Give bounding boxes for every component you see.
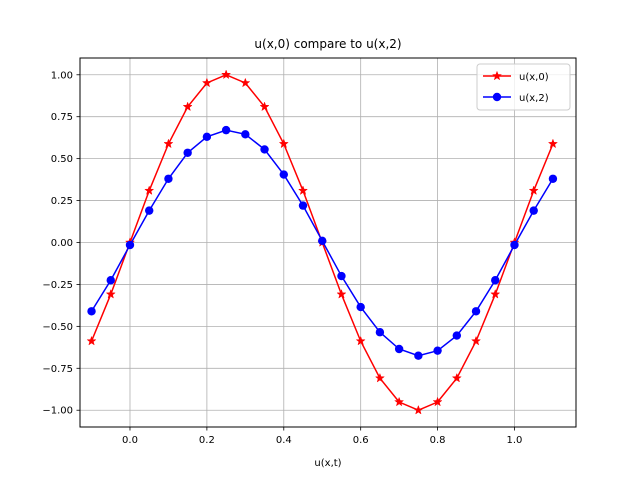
circle-marker [241, 130, 250, 139]
legend-marker [491, 70, 503, 81]
x-tick-label: 0.4 [276, 435, 292, 446]
chart-title: u(x,0) compare to u(x,2) [254, 37, 401, 51]
star-marker [336, 288, 347, 299]
star-marker [105, 289, 116, 299]
y-tick-label: 0.50 [51, 154, 73, 165]
x-tick-label: 0.6 [353, 435, 369, 446]
circle-marker [145, 206, 154, 215]
star-marker [374, 372, 385, 383]
circle-marker [529, 206, 538, 215]
y-tick-label: −0.50 [42, 322, 73, 333]
star-marker [413, 404, 424, 415]
circle-marker [510, 240, 519, 250]
star-marker [240, 77, 251, 88]
circle-marker [164, 174, 173, 183]
circle-marker [491, 276, 500, 285]
legend-label: u(x,0) [519, 72, 549, 83]
circle-marker [318, 236, 327, 246]
x-tick-label: 0.8 [430, 435, 446, 446]
y-tick-label: 0.25 [51, 196, 73, 207]
star-marker [86, 335, 97, 346]
circle-marker [221, 125, 231, 135]
circle-marker [202, 132, 212, 142]
star-marker [490, 288, 501, 299]
circle-marker [548, 174, 558, 183]
y-tick-label: 0.75 [51, 112, 73, 123]
star-marker [432, 396, 443, 407]
y-tick-label: 1.00 [51, 70, 73, 81]
star-marker [547, 138, 559, 149]
y-tick-label: −0.75 [42, 364, 73, 375]
legend-label: u(x,2) [519, 93, 549, 104]
circle-marker [433, 346, 442, 355]
star-marker [355, 335, 366, 346]
circle-marker [260, 145, 269, 154]
circle-marker [414, 351, 423, 360]
star-marker [470, 335, 482, 346]
x-axis-label: u(x,t) [314, 458, 341, 469]
star-marker [297, 185, 309, 195]
axis-ticks: 0.0 0.2 0.4 0.6 0.8 1.0 1.00 0.75 0.50 0.25 0.00 −0… [42, 70, 522, 446]
x-tick-label: 0.0 [122, 435, 138, 446]
x-tick-label: 1.0 [507, 435, 523, 446]
series-layer [86, 69, 559, 415]
circle-marker [452, 331, 462, 340]
star-marker [182, 101, 193, 112]
x-tick-label: 0.2 [199, 435, 215, 446]
star-marker [451, 372, 462, 383]
star-marker [201, 77, 212, 88]
series-u-x-2 [87, 125, 558, 360]
circle-marker [183, 148, 192, 157]
circle-marker [279, 170, 288, 179]
circle-marker [356, 302, 365, 312]
star-marker [163, 138, 174, 149]
star-marker [144, 185, 155, 195]
circle-marker [394, 344, 404, 354]
circle-marker [337, 271, 346, 281]
circle-marker [106, 276, 115, 285]
circle-marker [87, 307, 96, 316]
circle-marker [471, 307, 481, 316]
y-tick-label: 0.00 [51, 238, 73, 249]
circle-marker [375, 328, 385, 337]
y-tick-label: −1.00 [42, 406, 73, 417]
legend-marker [492, 92, 502, 102]
circle-marker [298, 201, 308, 210]
star-marker [221, 69, 232, 80]
circle-marker [125, 240, 135, 250]
legend: u(x,0) u(x,2) [476, 63, 571, 111]
star-marker [278, 138, 289, 149]
star-marker [259, 101, 270, 112]
star-marker [394, 396, 405, 407]
star-marker [528, 185, 539, 195]
y-tick-label: −0.25 [42, 280, 73, 291]
